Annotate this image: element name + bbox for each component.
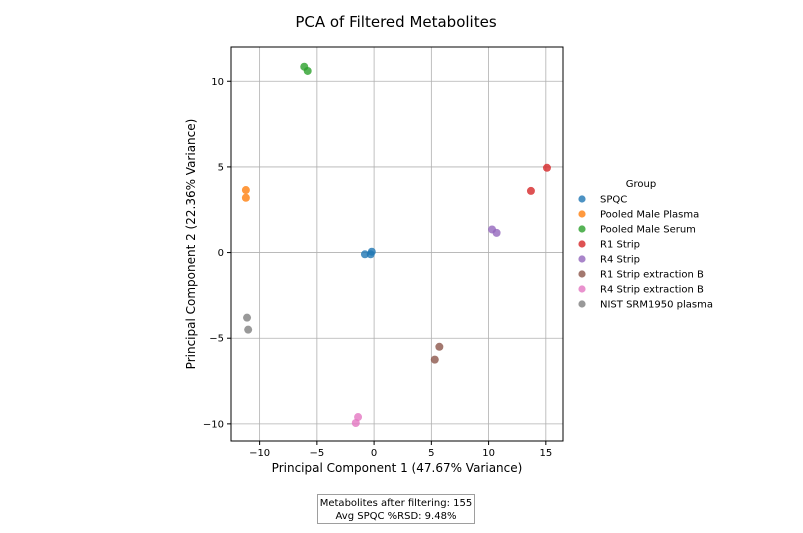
- annotation-box: Metabolites after filtering: 155 Avg SPQ…: [317, 494, 475, 524]
- legend-label: R1 Strip: [600, 240, 640, 251]
- data-points: [241, 62, 551, 428]
- data-point: [354, 413, 363, 422]
- annotation-line-rsd: Avg SPQC %RSD: 9.48%: [335, 511, 457, 522]
- legend-marker: [578, 195, 586, 203]
- x-tick-label: 0: [371, 448, 377, 459]
- y-tick-label: 0: [218, 248, 224, 259]
- data-point: [526, 186, 535, 195]
- data-point: [492, 228, 501, 237]
- x-tick-label: 5: [428, 448, 434, 459]
- data-point: [351, 419, 360, 428]
- legend-label: NIST SRM1950 plasma: [600, 300, 713, 311]
- legend-title: Group: [626, 179, 656, 190]
- annotation-line-metabolites: Metabolites after filtering: 155: [319, 498, 473, 509]
- legend-marker: [578, 225, 586, 233]
- plot-area-frame: [230, 46, 564, 442]
- y-tick-label: 5: [218, 162, 224, 173]
- axis-ticks: −10 −5 0 5 10 15 −10 −5 0 5 10: [203, 77, 552, 459]
- legend-label: R4 Strip: [600, 255, 640, 266]
- legend-marker: [578, 240, 586, 248]
- data-point: [243, 313, 252, 322]
- data-point: [241, 193, 250, 202]
- x-tick-label: 10: [482, 448, 495, 459]
- x-tick-label: −10: [249, 448, 270, 459]
- y-tick-label: −5: [209, 334, 224, 345]
- legend-label: SPQC: [600, 195, 627, 206]
- data-point: [435, 342, 444, 351]
- y-tick-label: −10: [203, 419, 224, 430]
- legend-label: R4 Strip extraction B: [600, 285, 704, 296]
- legend-label: Pooled Male Plasma: [600, 210, 699, 221]
- legend-label: Pooled Male Serum: [600, 225, 696, 236]
- data-point: [241, 186, 250, 195]
- y-tick-label: 10: [211, 77, 224, 88]
- y-axis-label: Principal Component 2 (22.36% Variance): [184, 119, 198, 370]
- data-point: [360, 250, 369, 259]
- data-point: [367, 247, 376, 256]
- x-tick-label: −5: [309, 448, 324, 459]
- x-tick-label: 15: [539, 448, 552, 459]
- legend-marker: [578, 285, 586, 293]
- data-point: [303, 66, 312, 75]
- legend-marker: [578, 300, 586, 308]
- legend-marker: [578, 270, 586, 278]
- chart-title: PCA of Filtered Metabolites: [295, 13, 496, 31]
- legend: Group SPQC Pooled Male Plasma Pooled Male …: [578, 179, 713, 311]
- data-point: [430, 355, 439, 364]
- legend-label: R1 Strip extraction B: [600, 270, 704, 281]
- x-axis-label: Principal Component 1 (47.67% Variance): [272, 461, 523, 475]
- grid-lines: [231, 47, 563, 441]
- legend-marker: [578, 255, 586, 263]
- data-point: [244, 325, 253, 334]
- data-point: [542, 163, 551, 172]
- legend-marker: [578, 210, 586, 218]
